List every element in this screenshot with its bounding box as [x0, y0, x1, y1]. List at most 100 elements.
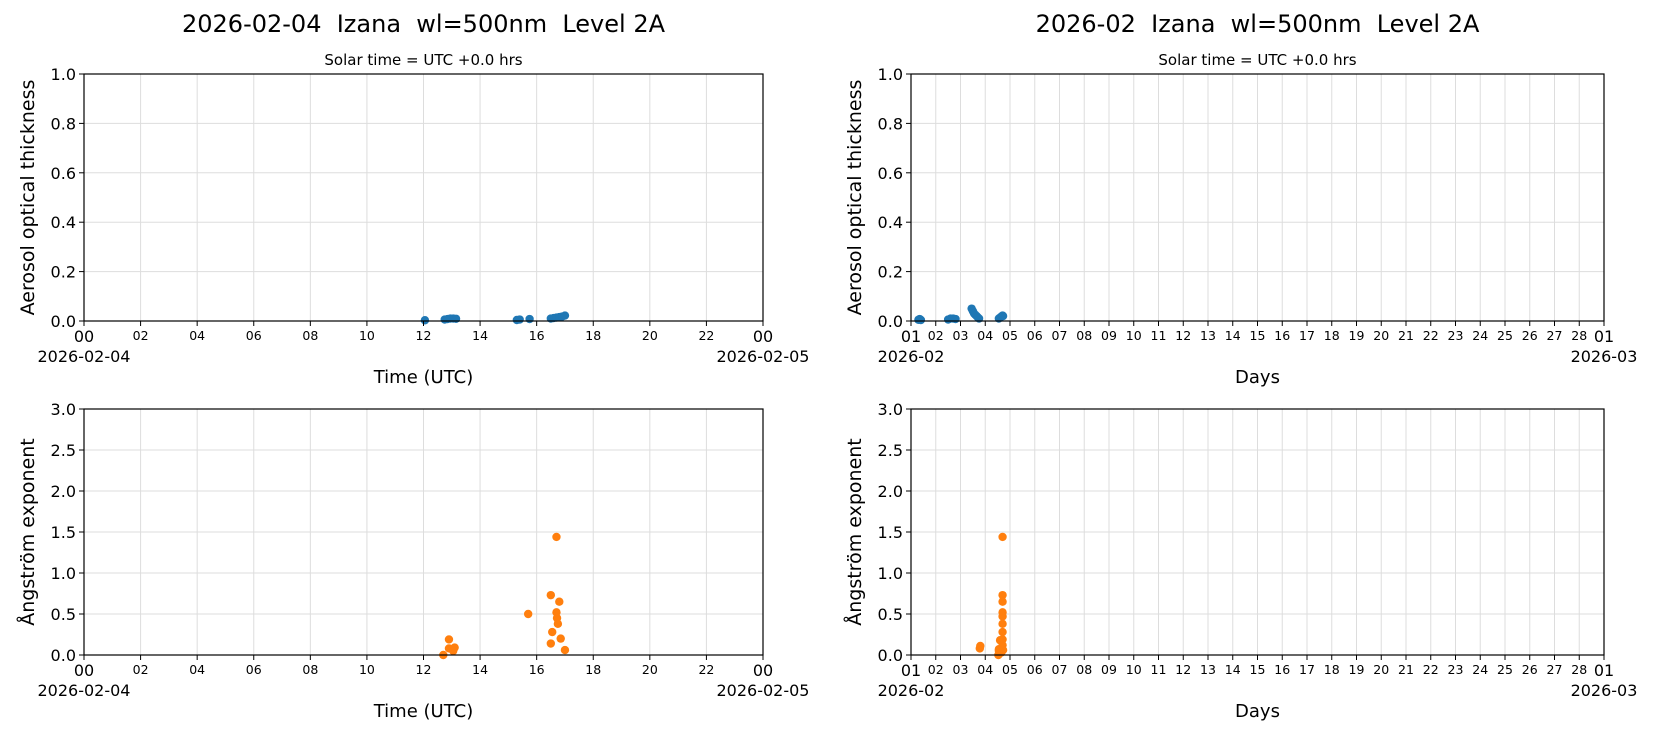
x-tick-label: 16: [1274, 328, 1290, 343]
y-tick-label: 0.0: [878, 646, 903, 665]
x-tick-label: 05: [1002, 662, 1018, 677]
y-tick-label: 0.0: [51, 646, 76, 665]
x-tick-label: 04: [977, 662, 993, 677]
x-tick-label: 15: [1250, 328, 1266, 343]
x-start-date-label: 2026-02-04: [38, 681, 131, 700]
x-tick-label: 08: [302, 328, 318, 343]
data-point: [444, 635, 454, 644]
y-axis-label: Ångström exponent: [843, 438, 866, 626]
x-tick-label: 14: [472, 662, 488, 677]
x-tick-labels: 01 02 03 04 05 06 07 08 09 10 11 12 13 14 15 16 17 18 19 20…: [878, 321, 1638, 366]
x-tick-label: 19: [1349, 662, 1365, 677]
data-point: [525, 314, 534, 324]
y-tick-label: 0.8: [51, 114, 76, 133]
x-tick-label: 00: [753, 661, 773, 680]
x-tick-label: 23: [1448, 662, 1464, 677]
x-tick-label: 02: [928, 662, 944, 677]
y-tick-label: 1.5: [51, 523, 76, 542]
y-tick-labels: 0.0 0.5 1.0 1.5 2.0 2.5 3.0: [878, 400, 911, 665]
y-tick-label: 0.0: [51, 312, 76, 331]
x-tick-label: 06: [246, 662, 262, 677]
x-tick-label: 13: [1200, 662, 1216, 677]
x-tick-label: 12: [1175, 662, 1191, 677]
data-point: [998, 635, 1007, 644]
x-tick-label: 02: [928, 328, 944, 343]
x-tick-label: 20: [1373, 328, 1389, 343]
x-tick-label: 10: [359, 662, 375, 677]
x-tick-label: 01: [1594, 661, 1614, 680]
y-tick-label: 0.8: [878, 114, 903, 133]
x-tick-label: 08: [1076, 662, 1092, 677]
x-tick-label: 16: [1274, 662, 1290, 677]
x-tick-label: 26: [1522, 662, 1538, 677]
x-tick-label: 22: [1423, 662, 1439, 677]
data-point: [998, 311, 1008, 321]
x-tick-label: 18: [1324, 662, 1340, 677]
x-tick-label: 26: [1522, 328, 1538, 343]
data-point: [976, 641, 985, 651]
data-point: [552, 532, 561, 542]
x-tick-label: 24: [1472, 328, 1488, 343]
x-start-date-label: 2026-02: [878, 681, 945, 700]
x-tick-label: 10: [1126, 328, 1142, 343]
x-start-date-label: 2026-02: [878, 347, 945, 366]
y-tick-label: 1.0: [878, 564, 903, 583]
x-tick-label: 11: [1151, 328, 1167, 343]
x-tick-label: 12: [416, 662, 432, 677]
x-tick-label: 15: [1250, 662, 1266, 677]
left-figure-title: 2026-02-04 Izana wl=500nm Level 2A: [181, 10, 666, 38]
y-tick-label: 1.0: [878, 65, 903, 84]
x-tick-label: 20: [642, 662, 658, 677]
right-subtitle: Solar time = UTC +0.0 hrs: [1158, 51, 1357, 69]
x-tick-label: 14: [1225, 662, 1241, 677]
y-tick-label: 0.2: [51, 263, 76, 282]
x-tick-label: 18: [1324, 328, 1340, 343]
x-tick-label: 27: [1547, 662, 1563, 677]
x-axis-label: Time (UTC): [373, 367, 474, 388]
y-tick-labels: 0.0 0.5 1.0 1.5 2.0 2.5 3.0: [51, 400, 84, 665]
y-tick-label: 2.0: [878, 482, 903, 501]
y-tick-label: 0.5: [878, 605, 903, 624]
grid-lines: [83, 73, 764, 322]
x-end-date-label: 2026-02-05: [717, 681, 810, 700]
data-point: [523, 609, 533, 619]
x-tick-label: 05: [1002, 328, 1018, 343]
x-tick-label: 22: [698, 328, 714, 343]
x-tick-labels: 01 02 03 04 05 06 07 08 09 10 11 12 13 14 15 16 17 18 19 20…: [878, 655, 1638, 700]
y-tick-label: 0.6: [878, 164, 903, 183]
data-points: [914, 304, 1008, 325]
y-tick-label: 0.4: [878, 213, 903, 232]
y-tick-label: 0.2: [878, 263, 903, 282]
data-point: [546, 590, 556, 600]
y-tick-labels: 0.0 0.2 0.4 0.6 0.8 1.0: [878, 65, 911, 331]
x-tick-label: 19: [1349, 328, 1365, 343]
data-point: [451, 314, 461, 323]
x-tick-label: 13: [1200, 328, 1216, 343]
x-tick-label: 25: [1497, 328, 1513, 343]
x-tick-label: 03: [953, 328, 969, 343]
grid-lines: [83, 408, 764, 656]
y-tick-label: 3.0: [51, 400, 76, 419]
x-tick-label: 14: [472, 328, 488, 343]
x-tick-label: 04: [189, 662, 205, 677]
data-point: [998, 612, 1007, 621]
x-end-date-label: 2026-02-05: [717, 347, 810, 366]
monthly-angstrom-plot: 01 02 03 04 05 06 07 08 09 10 11 12 13 14 15 16 17 18 19 20…: [843, 400, 1637, 722]
x-tick-label: 06: [246, 328, 262, 343]
x-tick-label: 12: [1175, 328, 1191, 343]
y-tick-labels: 0.0 0.2 0.4 0.6 0.8 1.0: [51, 65, 84, 331]
y-tick-label: 3.0: [878, 400, 903, 419]
x-end-date-label: 2026-03: [1571, 681, 1638, 700]
x-tick-label: 08: [1076, 328, 1092, 343]
data-point: [548, 627, 557, 637]
x-tick-label: 22: [698, 662, 714, 677]
data-point: [998, 532, 1007, 542]
data-point: [916, 315, 926, 325]
x-tick-label: 11: [1151, 662, 1167, 677]
x-end-date-label: 2026-03: [1571, 347, 1638, 366]
y-tick-label: 0.6: [51, 164, 76, 183]
data-points: [420, 311, 570, 325]
